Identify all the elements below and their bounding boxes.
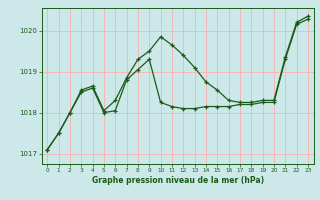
X-axis label: Graphe pression niveau de la mer (hPa): Graphe pression niveau de la mer (hPa) <box>92 176 264 185</box>
